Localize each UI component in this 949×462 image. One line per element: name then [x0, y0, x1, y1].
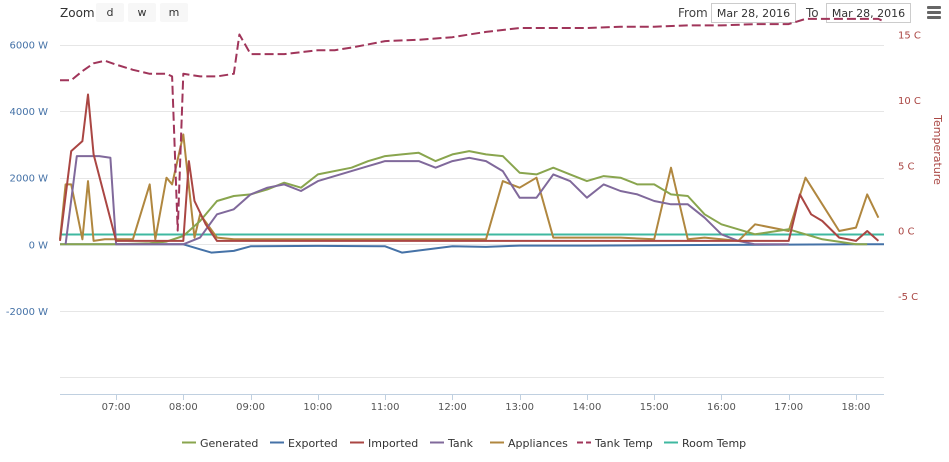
legend-item-exported[interactable]: Exported — [270, 437, 338, 450]
y-right-tick-label: 10 C — [898, 96, 921, 107]
x-tick-label: 17:00 — [774, 402, 803, 413]
y-left-tick-label: 4000 W — [9, 107, 48, 118]
from-label: From — [678, 6, 708, 20]
y-left-tick-label: 6000 W — [9, 41, 48, 52]
zoom-label: Zoom — [60, 6, 95, 20]
legend-item-tank[interactable]: Tank — [430, 437, 474, 450]
series-line-tank — [64, 155, 789, 246]
y-left-tick-label: 0 W — [29, 240, 49, 251]
y-right-axis-title: Temperature — [931, 114, 944, 185]
legend-item-appliances[interactable]: Appliances — [490, 437, 568, 450]
x-tick-label: 07:00 — [102, 402, 131, 413]
x-tick-label: 14:00 — [572, 402, 601, 413]
zoom-day-button[interactable]: d — [96, 3, 124, 22]
series-line-tank-temp — [60, 17, 885, 232]
x-tick-label: 08:00 — [169, 402, 198, 413]
legend-item-generated[interactable]: Generated — [182, 437, 258, 450]
y-right-tick-label: -5 C — [898, 292, 918, 303]
legend-label: Exported — [288, 437, 338, 450]
chart-toolbar: Zoom d w m From To — [0, 0, 949, 28]
series-line-generated — [60, 150, 868, 246]
x-tick-label: 18:00 — [842, 402, 871, 413]
to-label: To — [806, 6, 819, 20]
y-left-tick-label: -2000 W — [6, 307, 48, 318]
x-tick-label: 11:00 — [371, 402, 400, 413]
y-right-tick-label: 0 C — [898, 227, 915, 238]
legend-label: Tank Temp — [594, 437, 653, 450]
y-right-tick-label: 15 C — [898, 31, 921, 42]
legend-label: Room Temp — [682, 437, 746, 450]
series-line-exported — [60, 243, 884, 254]
zoom-week-button[interactable]: w — [128, 3, 156, 22]
x-tick-label: 12:00 — [438, 402, 467, 413]
from-date-input[interactable] — [711, 3, 796, 23]
legend-label: Tank — [447, 437, 474, 450]
y-left-tick-label: 2000 W — [9, 174, 48, 185]
legend-item-room-temp[interactable]: Room Temp — [664, 437, 746, 450]
x-tick-label: 13:00 — [505, 402, 534, 413]
legend-item-imported[interactable]: Imported — [350, 437, 418, 450]
legend-item-tank-temp[interactable]: Tank Temp — [577, 437, 653, 450]
x-tick-label: 15:00 — [640, 402, 669, 413]
x-tick-label: 10:00 — [303, 402, 332, 413]
x-tick-label: 09:00 — [236, 402, 265, 413]
y-right-tick-label: 5 C — [898, 161, 915, 172]
legend-label: Appliances — [508, 437, 568, 450]
zoom-month-button[interactable]: m — [160, 3, 188, 22]
x-tick-label: 16:00 — [707, 402, 736, 413]
chart-menu-icon[interactable] — [926, 5, 942, 21]
legend-label: Imported — [368, 437, 418, 450]
series-line-imported — [59, 93, 880, 242]
legend-label: Generated — [200, 437, 258, 450]
